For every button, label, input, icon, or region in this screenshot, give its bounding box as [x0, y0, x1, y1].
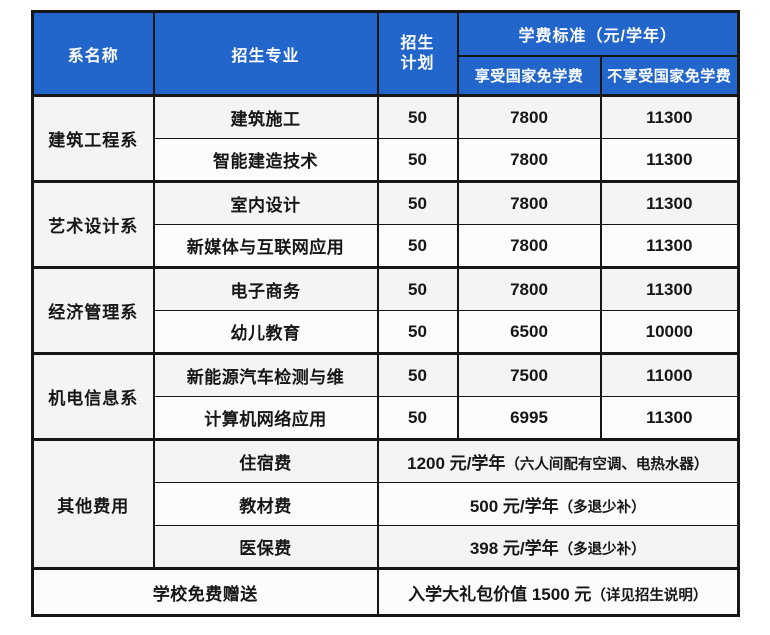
department-cell: 经济管理系: [31, 266, 155, 354]
major-cell: 新能源汽车检测与维: [152, 352, 379, 397]
fee-free-cell: 7800: [456, 224, 602, 268]
fee-free-cell: 7500: [456, 352, 602, 397]
fee-value-cell: 398 元/学年（多退少补）: [376, 525, 740, 569]
plan-cell: 50: [376, 352, 459, 397]
table-row: 医保费 398 元/学年（多退少补）: [33, 525, 740, 569]
table-row: 学校免费赠送 入学大礼包价值 1500 元（详见招生说明）: [31, 567, 740, 616]
major-cell: 室内设计: [152, 180, 379, 225]
plan-cell: 50: [376, 396, 459, 440]
fee-value-note: （多退少补）: [558, 542, 646, 558]
fee-value-main: 1200 元/学年: [407, 454, 506, 473]
table-row: 艺术设计系 室内设计 50 7800 11300: [31, 180, 740, 268]
col-header-plan: 招生 计划: [376, 10, 459, 97]
table-row: 教材费 500 元/学年（多退少补）: [33, 482, 740, 526]
major-cell: 电子商务: [152, 266, 379, 311]
table-row: 其他费用 住宿费 1200 元/学年（六人间配有空调、电热水器）: [31, 438, 740, 569]
major-cell: 幼儿教育: [152, 310, 379, 354]
plan-cell: 50: [376, 310, 459, 354]
fee-free-cell: 6995: [456, 396, 602, 440]
fee-paid-cell: 11300: [599, 224, 740, 268]
fee-label-cell: 教材费: [152, 482, 379, 526]
department-cell: 机电信息系: [31, 352, 155, 440]
fee-free-cell: 7800: [456, 94, 602, 139]
footer-value-note: （详见招生说明）: [591, 587, 708, 604]
major-cell: 新媒体与互联网应用: [152, 224, 379, 268]
fee-paid-cell: 11300: [599, 138, 740, 182]
fee-free-cell: 6500: [456, 310, 602, 354]
table-row: 新媒体与互联网应用 50 7800 11300: [33, 224, 740, 268]
fee-value-cell: 500 元/学年（多退少补）: [376, 482, 740, 526]
footer-value-main: 入学大礼包价值 1500 元: [408, 584, 592, 604]
fee-value-cell: 1200 元/学年（六人间配有空调、电热水器）: [376, 438, 740, 483]
major-cell: 建筑施工: [152, 94, 379, 139]
col-header-major: 招生专业: [152, 10, 379, 97]
plan-cell: 50: [376, 94, 459, 139]
fee-label-cell: 住宿费: [152, 438, 379, 483]
col-header-tuition-free: 享受国家免学费: [456, 54, 602, 97]
major-cell: 智能建造技术: [152, 138, 379, 182]
header-row-2: 享受国家免学费 不享受国家免学费: [33, 54, 740, 97]
table-row: 幼儿教育 50 6500 10000: [33, 310, 740, 354]
fee-paid-cell: 10000: [599, 310, 740, 354]
plan-cell: 50: [376, 138, 459, 182]
table-row: 建筑工程系 建筑施工 50 7800 11300: [31, 94, 740, 182]
fee-value-main: 500 元/学年: [469, 496, 559, 516]
department-cell: 建筑工程系: [31, 94, 155, 182]
footer-label-cell: 学校免费赠送: [31, 567, 379, 616]
col-header-tuition-group: 学费标准（元/学年）: [456, 10, 740, 57]
col-header-plan-line2: 计划: [400, 54, 435, 72]
department-cell: 其他费用: [31, 438, 155, 569]
fee-paid-cell: 11300: [599, 94, 740, 139]
col-header-tuition-paid: 不享受国家免学费: [599, 54, 740, 97]
table-row: 智能建造技术 50 7800 11300: [33, 138, 740, 182]
fee-paid-cell: 11300: [599, 396, 740, 440]
table-row: 经济管理系 电子商务 50 7800 11300: [31, 266, 740, 354]
col-header-department: 系名称: [31, 10, 155, 97]
fee-value-note: （多退少补）: [558, 499, 646, 516]
fee-paid-cell: 11300: [599, 180, 740, 225]
fee-free-cell: 7800: [456, 180, 602, 225]
header-row-1: 系名称 招生专业 招生 计划 学费标准（元/学年）: [31, 10, 740, 97]
fee-label-cell: 医保费: [152, 525, 379, 569]
fee-free-cell: 7800: [456, 266, 602, 311]
major-cell: 计算机网络应用: [152, 396, 379, 440]
plan-cell: 50: [376, 266, 459, 311]
fee-paid-cell: 11300: [599, 266, 740, 311]
table-row: 机电信息系 新能源汽车检测与维 50 7500 11000: [31, 352, 740, 440]
fee-free-cell: 7800: [456, 138, 602, 182]
table-row: 计算机网络应用 50 6995 11300: [33, 396, 740, 440]
footer-value-cell: 入学大礼包价值 1500 元（详见招生说明）: [376, 567, 740, 616]
department-cell: 艺术设计系: [31, 180, 155, 268]
fee-paid-cell: 11000: [599, 352, 740, 397]
fee-value-note: （六人间配有空调、电热水器）: [505, 457, 709, 473]
tuition-fee-table: 系名称 招生专业 招生 计划 学费标准（元/学年） 享受国家免学费 不享受国家免…: [31, 10, 741, 617]
plan-cell: 50: [376, 180, 459, 225]
fee-value-main: 398 元/学年: [469, 539, 559, 558]
plan-cell: 50: [376, 224, 459, 268]
col-header-plan-line1: 招生: [400, 34, 435, 52]
